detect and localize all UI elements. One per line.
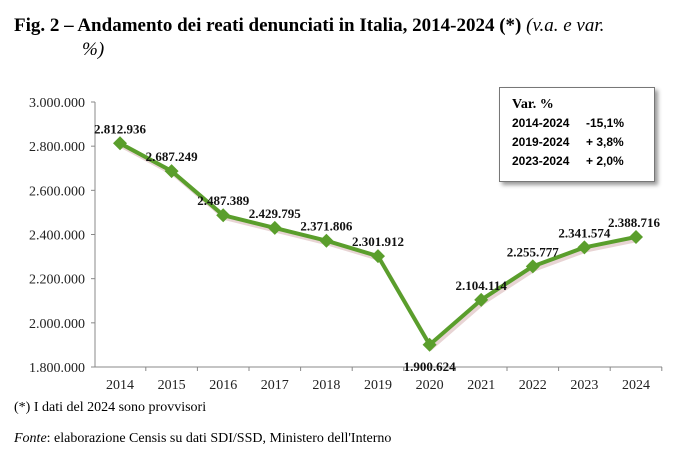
chart-title: Fig. 2 – Andamento dei reati denunciati … [14,15,605,60]
data-label: 2.104.114 [456,278,508,293]
data-point-marker [371,249,385,264]
data-point-marker [267,220,282,235]
data-point-marker [164,164,179,179]
data-point-marker [577,240,592,255]
data-point-marker [422,337,437,352]
data-label: 2.255.777 [507,244,560,259]
data-point-marker [113,136,127,151]
x-tick-label: 2015 [158,378,186,393]
y-tick-label: 2.600.000 [29,184,85,199]
line-chart: 3.000.000 2.800.000 2.600.000 2.400.000 2.20… [29,96,663,393]
y-tick-label: 2.400.000 [29,229,85,244]
data-point-marker [525,259,540,274]
x-tick-label: 2023 [570,378,598,393]
x-tick-label: 2019 [364,378,392,393]
data-label: 2.301.912 [352,234,404,249]
data-label: 2.812.936 [94,121,147,136]
data-point-marker [216,208,231,223]
data-point-marker [474,292,489,307]
variation-heading: Var. % [512,97,554,112]
data-label: 2.388.716 [608,215,661,230]
data-point-marker [319,233,334,248]
data-label: 1.900.624 [404,359,457,374]
x-tick-label: 2017 [261,378,289,393]
y-tick-label: 2.800.000 [29,140,85,155]
y-tick-label: 2.200.000 [29,273,85,288]
source-note: Fonte: elaborazione Censis su dati SDI/S… [14,431,392,446]
x-tick-label: 2018 [312,378,340,393]
data-label: 2.687.249 [146,149,199,164]
y-tick-label: 1.800.000 [29,361,85,376]
data-point-marker [629,229,643,244]
data-label: 2.487.389 [197,193,250,208]
x-tick-label: 2020 [416,378,444,393]
x-tick-label: 2014 [106,378,134,393]
data-label: 2.371.806 [300,219,353,234]
footnote: (*) I dati del 2024 sono provvisori [14,400,207,415]
data-label: 2.429.795 [249,206,302,221]
y-tick-label: 3.000.000 [29,96,85,111]
variation-row: 2014-2024 -15,1% [512,116,625,130]
data-label: 2.341.574 [558,225,611,240]
variation-row: 2019-2024 + 3,8% [512,135,624,149]
x-tick-label: 2024 [622,378,650,393]
variation-row: 2023-2024 + 2,0% [512,154,624,168]
x-tick-label: 2016 [209,378,237,393]
variation-box: Var. % 2014-2024 -15,1% 2019-2024 + 3,8% 2… [499,87,655,182]
y-tick-label: 2.000.000 [29,317,85,332]
x-tick-label: 2021 [467,378,495,393]
x-tick-label: 2022 [519,378,547,393]
